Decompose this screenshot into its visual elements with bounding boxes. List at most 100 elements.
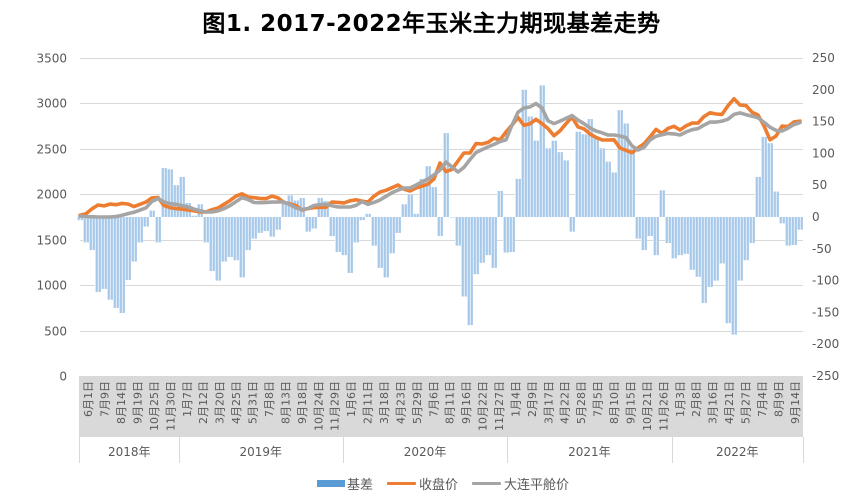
- date-tick-label: 11月29日: [329, 381, 342, 431]
- basis-bar: [335, 217, 341, 252]
- basis-bar: [467, 217, 473, 326]
- basis-bar: [425, 166, 431, 217]
- basis-bar: [749, 217, 755, 244]
- legend-item-basis: 基差: [317, 474, 374, 493]
- basis-bar: [743, 217, 749, 261]
- basis-bar: [701, 217, 707, 303]
- date-tick-label: 10月22日: [477, 381, 490, 431]
- basis-bar: [101, 217, 107, 289]
- basis-bar: [281, 201, 287, 217]
- close-price-line: [78, 97, 802, 217]
- basis-bar: [653, 217, 659, 256]
- basis-bar: [611, 172, 617, 217]
- chart-title: 图1. 2017-2022年玉米主力期现基差走势: [202, 11, 661, 37]
- basis-bar: [89, 217, 95, 251]
- date-tick-label: 7月4日: [756, 381, 769, 417]
- basis-bar: [347, 217, 353, 273]
- basis-bar: [143, 217, 149, 227]
- basis-bar: [725, 217, 731, 324]
- date-tick-label: 6月1日: [82, 381, 95, 417]
- date-tick-label: 7月5日: [592, 381, 605, 417]
- basis-bar: [245, 217, 251, 251]
- basis-bar: [383, 217, 389, 278]
- basis-bar: [509, 217, 515, 252]
- legend-label-basis: 基差: [347, 477, 374, 493]
- left-y-axis: 0 500 1000 1500 2000 2500 3000 3500: [36, 52, 67, 384]
- right-tick-label: -200: [812, 337, 839, 351]
- year-label: 2018年: [108, 445, 151, 459]
- left-tick-label: 500: [44, 325, 67, 339]
- basis-bar: [779, 217, 785, 224]
- right-tick-label: 50: [812, 178, 827, 192]
- basis-bar: [371, 217, 377, 246]
- date-tick-label: 4月25日: [230, 381, 243, 424]
- basis-bar: [587, 119, 593, 217]
- basis-bar: [659, 190, 665, 217]
- right-tick-label: -250: [812, 369, 839, 383]
- date-tick-label: 5月27日: [740, 381, 753, 424]
- date-tick-label: 7月6日: [427, 381, 440, 417]
- year-label: 2020年: [404, 445, 447, 459]
- right-tick-label: 250: [812, 51, 835, 65]
- basis-bar: [227, 217, 233, 258]
- basis-bar: [389, 217, 395, 254]
- basis-bar: [107, 217, 113, 300]
- legend-item-close: 收盘价: [387, 474, 458, 493]
- basis-bar: [257, 217, 263, 233]
- date-tick-label: 8月9日: [772, 381, 785, 417]
- basis-bar: [569, 217, 575, 232]
- basis-bar: [77, 217, 83, 221]
- basis-bar: [443, 133, 449, 217]
- date-tick-label: 2月12日: [197, 381, 210, 424]
- right-tick-label: 200: [812, 83, 835, 97]
- basis-bar: [635, 217, 641, 239]
- right-tick-label: -150: [812, 305, 839, 319]
- date-tick-label: 1月3日: [674, 381, 687, 417]
- date-tick-label: 8月13日: [279, 381, 292, 424]
- date-tick-label: 9月14日: [789, 381, 802, 424]
- legend: 基差 收盘价 大连平舱价: [0, 474, 863, 493]
- basis-bar: [251, 217, 257, 239]
- basis-bar: [581, 134, 587, 217]
- basis-bar: [605, 161, 611, 217]
- basis-bar: [527, 116, 533, 217]
- left-tick-label: 3000: [36, 97, 67, 111]
- date-tick-label: 3月16日: [707, 381, 720, 424]
- date-tick-label: 3月20日: [214, 381, 227, 424]
- basis-bar: [137, 217, 143, 243]
- date-tick-label: 11月27日: [493, 381, 506, 431]
- date-tick-label: 9月19日: [132, 381, 145, 424]
- basis-bar: [341, 217, 347, 256]
- left-tick-label: 0: [59, 370, 67, 384]
- right-y-axis: -250 -200 -150 -100 -50 0 50 100 150 200 250: [812, 51, 839, 383]
- date-tick-label: 11月30日: [164, 381, 177, 431]
- left-tick-label: 3500: [36, 52, 67, 66]
- date-tick-label: 7月9日: [99, 381, 112, 417]
- basis-bar: [173, 185, 179, 217]
- date-tick-label: 1月7日: [181, 381, 194, 417]
- date-tick-label: 2月8日: [690, 381, 703, 417]
- basis-bar: [557, 152, 563, 217]
- left-tick-label: 2000: [36, 188, 67, 202]
- basis-bar: [755, 176, 761, 217]
- date-tick-label: 8月11日: [444, 381, 457, 424]
- basis-bar: [767, 143, 773, 217]
- basis-bar: [731, 217, 737, 335]
- right-tick-label: 150: [812, 115, 835, 129]
- basis-bar: [539, 85, 545, 218]
- basis-bar: [575, 131, 581, 217]
- basis-bar: [623, 123, 629, 217]
- basis-bar: [773, 191, 779, 217]
- basis-bar: [407, 194, 413, 217]
- basis-bar: [209, 217, 215, 272]
- basis-bar: [737, 217, 743, 281]
- right-tick-label: 100: [812, 146, 835, 160]
- date-tick-label: 8月10日: [608, 381, 621, 424]
- basis-bar: [479, 217, 485, 263]
- date-tick-label: 9月16日: [460, 381, 473, 424]
- basis-bar: [215, 217, 221, 281]
- basis-bar: [641, 217, 647, 251]
- date-tick-label: 5月31日: [247, 381, 260, 424]
- basis-bar: [167, 169, 173, 217]
